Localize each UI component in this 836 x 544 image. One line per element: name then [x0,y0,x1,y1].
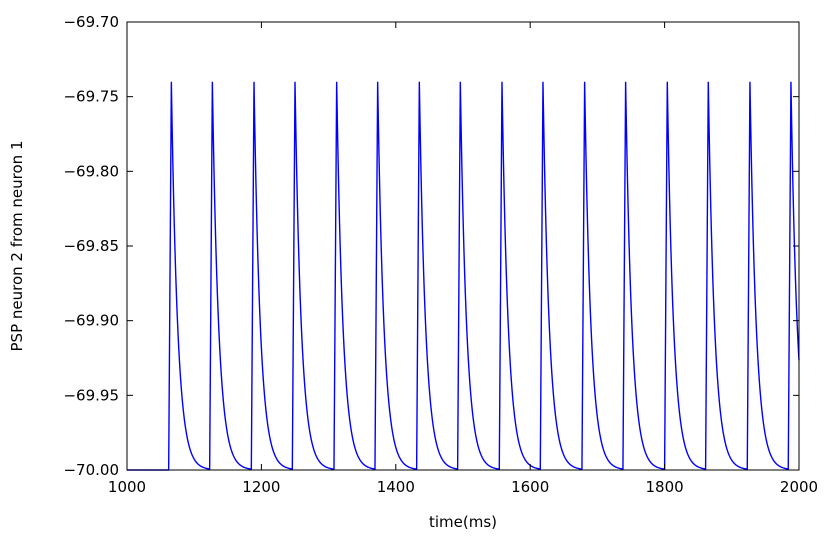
series-line [127,81,800,471]
x-axis-label: time(ms) [429,513,497,531]
y-axis: −69.70 −69.75 −69.80 −69.85 −69.90 −69.95 −70.… [63,13,799,479]
x-tick-label: 2000 [780,478,818,496]
y-tick-label: −69.95 [63,386,119,404]
x-axis: 1000 1200 1400 1600 1800 2000 [108,22,818,496]
y-tick-label: −69.70 [63,13,119,31]
y-tick-label: −70.00 [63,461,119,479]
y-axis-label: PSP neuron 2 from neuron 1 [8,141,26,352]
y-tick-label: −69.85 [63,237,119,255]
plot-background [127,22,799,470]
y-tick-label: −69.75 [63,88,119,106]
x-tick-label: 1400 [377,478,415,496]
x-tick-label: 1200 [242,478,280,496]
y-tick-label: −69.80 [63,162,119,180]
x-tick-label: 1600 [511,478,549,496]
x-tick-label: 1000 [108,478,146,496]
y-tick-label: −69.90 [63,312,119,330]
x-tick-label: 1800 [646,478,684,496]
